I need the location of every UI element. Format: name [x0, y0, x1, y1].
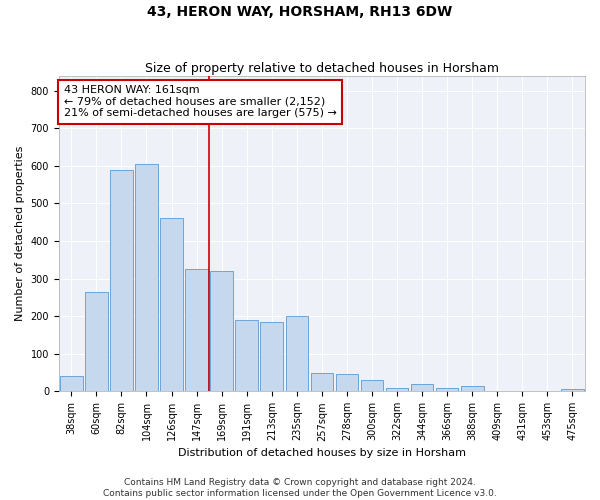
- Bar: [335, 374, 358, 392]
- Bar: [311, 372, 333, 392]
- Bar: [386, 388, 409, 392]
- Text: 43 HERON WAY: 161sqm
← 79% of detached houses are smaller (2,152)
21% of semi-de: 43 HERON WAY: 161sqm ← 79% of detached h…: [64, 85, 337, 118]
- Bar: [85, 292, 107, 392]
- Bar: [211, 271, 233, 392]
- Bar: [361, 380, 383, 392]
- Bar: [160, 218, 183, 392]
- Bar: [286, 316, 308, 392]
- Bar: [135, 164, 158, 392]
- Bar: [561, 390, 584, 392]
- Text: 43, HERON WAY, HORSHAM, RH13 6DW: 43, HERON WAY, HORSHAM, RH13 6DW: [148, 5, 452, 19]
- X-axis label: Distribution of detached houses by size in Horsham: Distribution of detached houses by size …: [178, 448, 466, 458]
- Bar: [185, 269, 208, 392]
- Bar: [235, 320, 258, 392]
- Bar: [436, 388, 458, 392]
- Title: Size of property relative to detached houses in Horsham: Size of property relative to detached ho…: [145, 62, 499, 74]
- Bar: [260, 322, 283, 392]
- Y-axis label: Number of detached properties: Number of detached properties: [15, 146, 25, 321]
- Bar: [60, 376, 83, 392]
- Bar: [461, 386, 484, 392]
- Bar: [411, 384, 433, 392]
- Bar: [110, 170, 133, 392]
- Text: Contains HM Land Registry data © Crown copyright and database right 2024.
Contai: Contains HM Land Registry data © Crown c…: [103, 478, 497, 498]
